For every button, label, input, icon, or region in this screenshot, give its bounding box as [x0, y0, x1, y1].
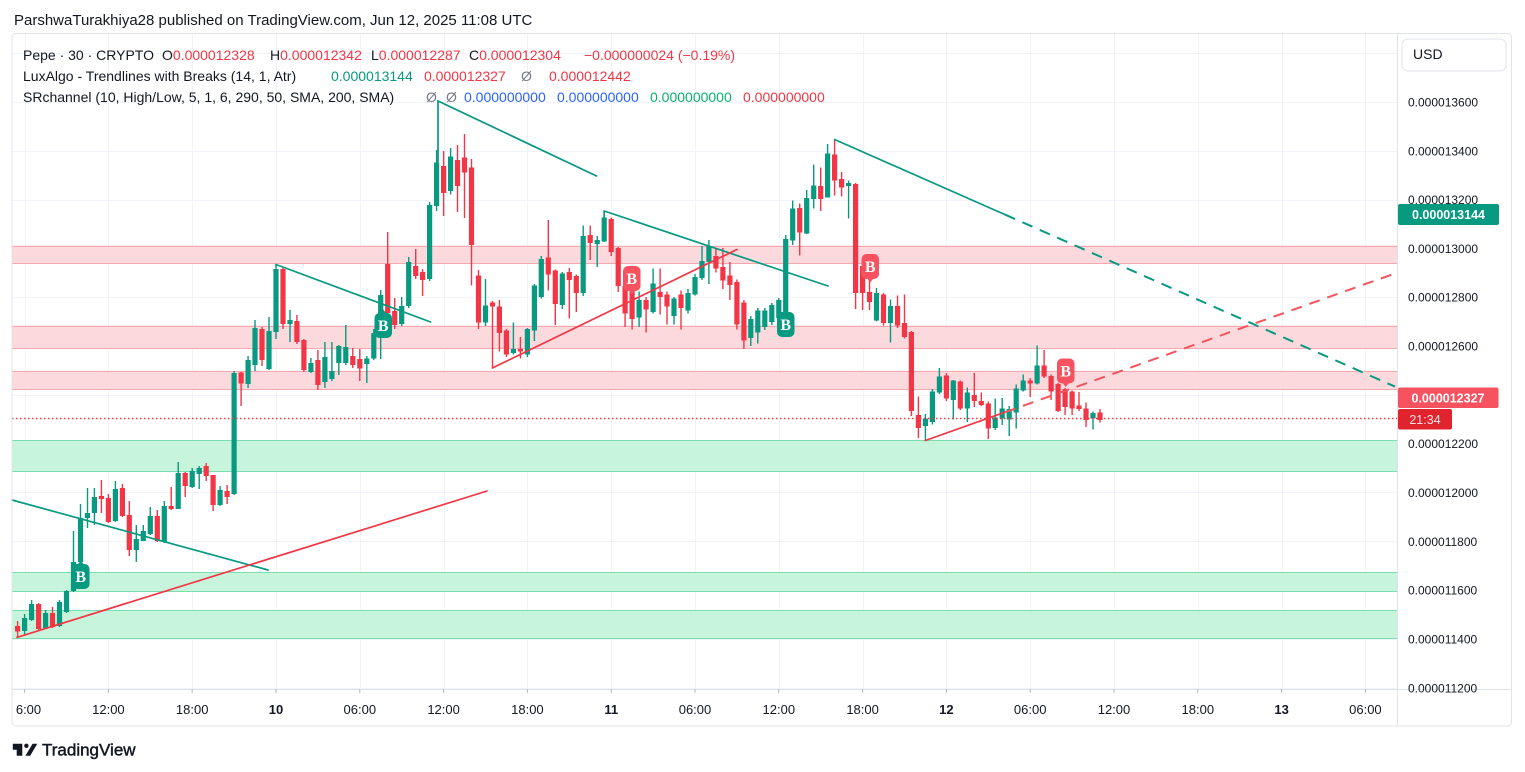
svg-text:0.000013400: 0.000013400 [1408, 144, 1478, 158]
svg-text:0.000011800: 0.000011800 [1408, 535, 1478, 549]
svg-text:LuxAlgo - Trendlines with Brea: LuxAlgo - Trendlines with Breaks (14, 1,… [23, 68, 631, 84]
svg-text:0.000013600: 0.000013600 [1408, 96, 1478, 110]
svg-text:0.000012800: 0.000012800 [1408, 291, 1478, 305]
svg-text:B: B [75, 569, 86, 586]
svg-text:12: 12 [939, 702, 953, 717]
svg-text:11: 11 [604, 702, 618, 717]
svg-text:18:00: 18:00 [1182, 702, 1215, 717]
svg-text:0.000012327: 0.000012327 [1412, 392, 1485, 406]
svg-text:TradingView: TradingView [42, 741, 136, 760]
svg-text:USD: USD [1413, 46, 1443, 62]
svg-text:10: 10 [269, 702, 283, 717]
svg-text:0.000013144: 0.000013144 [1412, 208, 1485, 222]
svg-text:6:00: 6:00 [16, 702, 41, 717]
svg-text:0.000012000: 0.000012000 [1408, 486, 1478, 500]
svg-text:12:00: 12:00 [92, 702, 125, 717]
svg-text:06:00: 06:00 [1014, 702, 1047, 717]
svg-text:18:00: 18:00 [176, 702, 209, 717]
svg-text:B: B [626, 271, 637, 288]
svg-text:12:00: 12:00 [763, 702, 796, 717]
svg-text:0.000013200: 0.000013200 [1408, 193, 1478, 207]
svg-text:0.000012600: 0.000012600 [1408, 340, 1478, 354]
svg-text:ParshwaTurakhiya28 published o: ParshwaTurakhiya28 published on TradingV… [14, 12, 533, 29]
svg-text:B: B [1060, 364, 1071, 381]
svg-text:13: 13 [1274, 702, 1288, 717]
svg-text:06:00: 06:00 [1349, 702, 1382, 717]
svg-text:B: B [780, 317, 791, 334]
svg-text:0.000012200: 0.000012200 [1408, 437, 1478, 451]
svg-text:12:00: 12:00 [427, 702, 460, 717]
svg-text:0.000011600: 0.000011600 [1408, 584, 1478, 598]
svg-text:21:34: 21:34 [1409, 413, 1440, 427]
svg-text:18:00: 18:00 [846, 702, 879, 717]
svg-text:0.000013000: 0.000013000 [1408, 242, 1478, 256]
svg-text:06:00: 06:00 [344, 702, 377, 717]
svg-text:0.000011400: 0.000011400 [1408, 632, 1478, 646]
svg-text:B: B [378, 318, 389, 335]
svg-text:0.000011200: 0.000011200 [1408, 681, 1478, 695]
svg-text:18:00: 18:00 [511, 702, 544, 717]
svg-text:12:00: 12:00 [1098, 702, 1131, 717]
svg-text:06:00: 06:00 [679, 702, 712, 717]
svg-text:B: B [865, 259, 876, 276]
